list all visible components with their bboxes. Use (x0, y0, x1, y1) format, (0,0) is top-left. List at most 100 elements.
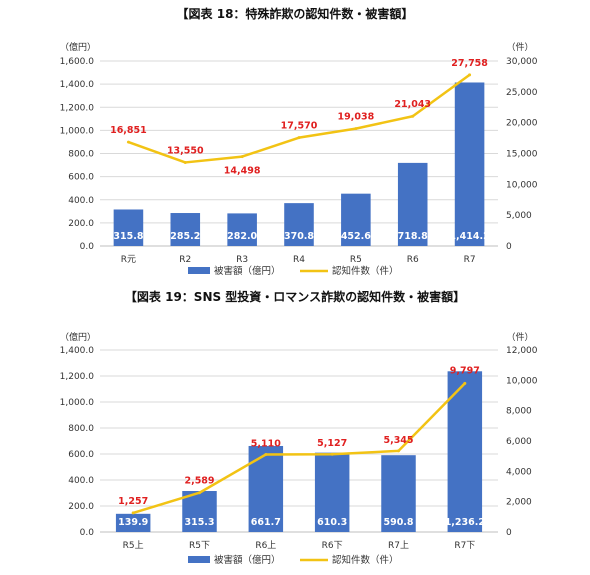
chart2-right-tick-label: 8,000 (506, 407, 532, 417)
chart2-right-tick-label: 0 (506, 528, 512, 538)
chart1-left-tick-label: 1,200.0 (60, 103, 95, 113)
chart1-count-value-label: 21,043 (394, 99, 431, 110)
chart2-count-value-label: 5,345 (383, 435, 413, 446)
chart2-left-tick-label: 200.0 (68, 502, 94, 512)
chart1-plot: 0.0 200.0 400.0 600.0 800.0 1,000.0 1,200.0 1,4… (60, 57, 538, 277)
chart1-count-point (411, 114, 415, 118)
chart1-right-tick-label: 0 (506, 242, 512, 252)
chart1-count-value-label: 16,851 (110, 125, 147, 136)
chart1-left-tick-label: 600.0 (68, 173, 94, 183)
chart1-title: 【図表 18：特殊詐欺の認知件数・被害額】 (177, 6, 414, 21)
chart1-left-unit: （億円） (60, 41, 96, 53)
chart1-count-point (126, 140, 130, 144)
chart2-count-value-label: 2,589 (184, 476, 214, 487)
chart1-bar-value-label: 285.2 (170, 231, 200, 242)
chart1-bar-value-label: 452.6 (341, 231, 371, 242)
chart1-left-tick-label: 0.0 (80, 242, 95, 252)
chart1-right-tick-label: 5,000 (506, 211, 532, 221)
chart1-right-tick-label: 15,000 (506, 150, 538, 160)
chart1-right-unit: （件） (506, 41, 533, 53)
chart1-count-value-label: 27,758 (451, 58, 488, 69)
chart2-category-label: R6上 (255, 540, 276, 551)
chart2-right-unit: （件） (506, 331, 533, 343)
chart2-left-unit: （億円） (60, 331, 96, 343)
chart2-left-tick-label: 0.0 (80, 528, 95, 538)
chart2-right-tick-label: 10,000 (506, 376, 538, 386)
chart2-category-label: R5上 (123, 540, 144, 551)
chart1-count-point (297, 136, 301, 140)
chart2-bar (182, 491, 217, 532)
chart1-category-label: R4 (293, 255, 305, 265)
chart1-bar (113, 209, 144, 246)
chart2-bar-value-label: 139.9 (118, 517, 148, 528)
chart1-count-value-label: 17,570 (281, 121, 318, 132)
chart2-count-point (131, 511, 135, 515)
chart2-right-tick-label: 4,000 (506, 467, 532, 477)
chart1-category-label: R7 (464, 255, 476, 265)
chart1-left-tick-label: 1,000.0 (60, 126, 95, 136)
chart2-left-tick-label: 800.0 (68, 424, 94, 434)
chart2-bar-value-label: 661.7 (251, 517, 281, 528)
chart2-left-tick-label: 400.0 (68, 476, 94, 486)
chart1-bar (170, 213, 201, 246)
chart1-category-label: R元 (121, 255, 136, 265)
chart1-count-point (183, 160, 187, 164)
chart2-count-line (132, 382, 466, 515)
chart1-category-label: R2 (179, 255, 191, 265)
chart2-right-tick-label: 6,000 (506, 437, 532, 447)
chart2-bar (381, 455, 416, 532)
chart2-count-point (330, 452, 334, 456)
chart2-right-tick-label: 2,000 (506, 498, 532, 508)
chart1-count-point (468, 73, 472, 77)
chart2-left-tick-label: 600.0 (68, 450, 94, 460)
chart1-count-value-label: 14,498 (224, 166, 261, 177)
chart1-left-tick-label: 200.0 (68, 219, 94, 229)
chart2-count-point (198, 491, 201, 495)
chart1-bar-value-label: 315.8 (113, 231, 143, 242)
chart2-count-point (397, 449, 400, 453)
chart2-category-label: R7下 (454, 541, 475, 551)
chart1-right-tick-label: 30,000 (506, 57, 538, 67)
chart2-count-value-label: 5,110 (251, 438, 281, 449)
chart2-count-value-label: 5,127 (317, 438, 347, 449)
chart2-category-label: R7上 (388, 540, 409, 551)
chart1-category-label: R5 (350, 255, 362, 265)
chart1-count-value-label: 19,038 (338, 112, 375, 123)
chart2-title: 【図表 19：SNS 型投資・ロマンス詐欺の認知件数・被害額】 (125, 289, 465, 304)
chart2-legend-bar-swatch (188, 556, 210, 563)
chart1-right-tick-label: 25,000 (506, 88, 538, 98)
chart1-bar (284, 203, 314, 246)
chart2-left-tick-label: 1,200.0 (60, 372, 95, 382)
chart1-bar (397, 162, 428, 246)
chart2-left-tick-label: 1,400.0 (60, 346, 95, 356)
chart1-bar (227, 213, 257, 246)
chart2-legend-line-label: 認知件数（件） (332, 554, 399, 566)
chart1-right-tick-label: 20,000 (506, 119, 538, 129)
chart1-bar-value-label: 282.0 (227, 231, 257, 242)
chart2-category-label: R5下 (189, 541, 210, 551)
chart2-plot: 0.0 200.0 400.0 600.0 800.0 1,000.0 1,200.0 1,4… (60, 346, 538, 566)
chart1-category-label: R6 (407, 255, 419, 265)
chart2-bar (115, 513, 151, 532)
chart2-bar-value-label: 610.3 (317, 517, 347, 528)
chart2-bar-value-label: 1,236.2 (445, 517, 485, 528)
chart1-count-point (240, 155, 244, 159)
chart1-legend-bar-swatch (188, 267, 210, 274)
chart2-category-label: R6下 (322, 541, 343, 551)
chart1-count-value-label: 13,550 (167, 145, 204, 156)
chart2-legend-bar-label: 被害額（億円） (214, 554, 281, 566)
chart1-left-tick-label: 800.0 (68, 150, 94, 160)
chart2-count-point (264, 452, 268, 456)
chart1-legend-bar-label: 被害額（億円） (214, 265, 281, 277)
chart1-left-tick-label: 400.0 (68, 196, 94, 206)
chart1-count-point (354, 127, 358, 131)
chart1-bar (341, 193, 371, 246)
chart1-left-tick-label: 1,400.0 (60, 80, 95, 90)
chart2-bar-value-label: 590.8 (383, 517, 413, 528)
chart1-bar-value-label: 718.8 (398, 231, 428, 242)
chart1-category-label: R3 (236, 255, 248, 265)
chart1-left-tick-label: 1,600.0 (60, 57, 95, 67)
chart2-bar-value-label: 315.3 (184, 517, 214, 528)
chart1-right-tick-label: 10,000 (506, 180, 538, 190)
